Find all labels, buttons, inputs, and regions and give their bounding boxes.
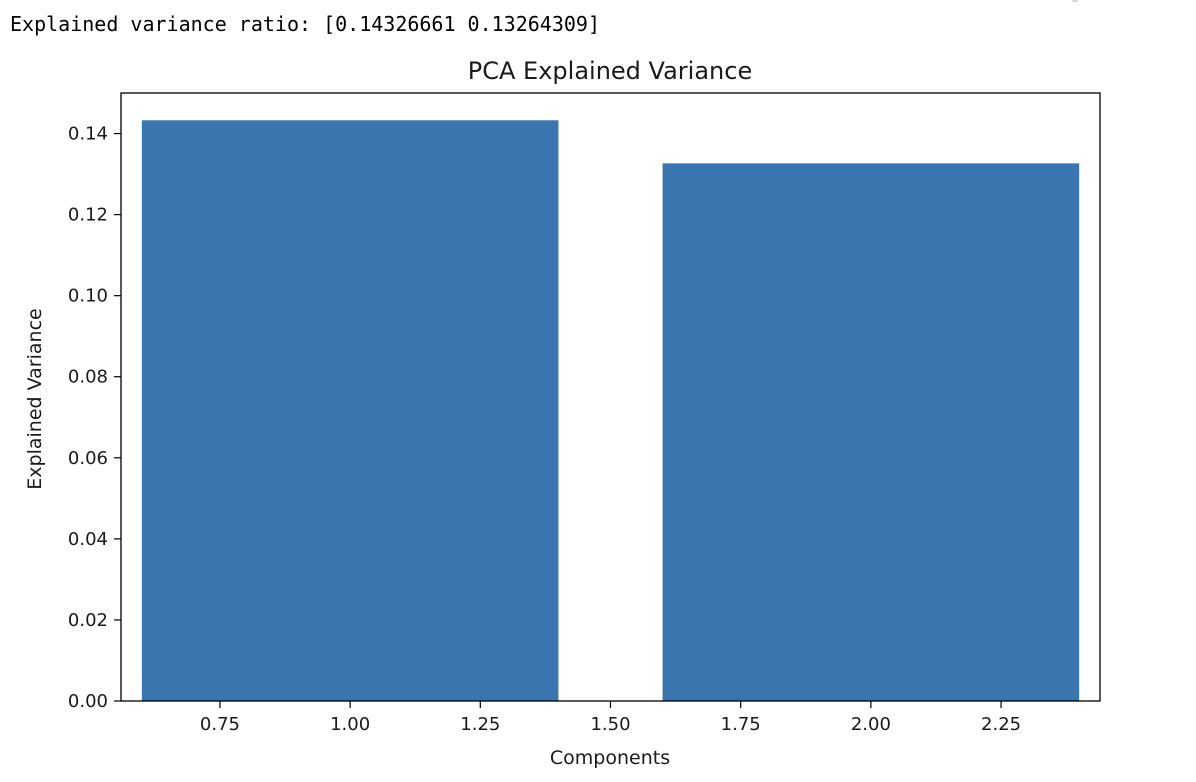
x-tick-label: 1.25 xyxy=(460,714,500,735)
y-tick-label: 0.02 xyxy=(68,610,108,631)
x-tick-label: 0.75 xyxy=(200,714,240,735)
scrollbar-hint xyxy=(1072,0,1078,2)
bars-layer xyxy=(141,120,1080,702)
y-tick-label: 0.10 xyxy=(68,286,108,307)
y-tick-label: 0.14 xyxy=(68,124,108,145)
chart-title: PCA Explained Variance xyxy=(468,57,752,85)
y-axis-ticks: 0.00 0.02 0.04 0.06 0.08 0.10 0.12 0.14 xyxy=(68,124,121,712)
y-axis-label: Explained Variance xyxy=(24,308,46,489)
x-axis-ticks: 0.75 1.00 1.25 1.50 1.75 2.00 2.25 xyxy=(200,701,1021,735)
x-tick-label: 1.00 xyxy=(330,714,370,735)
bar-component-2 xyxy=(662,163,1080,702)
x-tick-label: 2.00 xyxy=(851,714,891,735)
x-tick-label: 2.25 xyxy=(981,714,1021,735)
y-tick-label: 0.06 xyxy=(68,448,108,469)
y-tick-label: 0.08 xyxy=(68,367,108,388)
bar-component-1 xyxy=(141,120,559,702)
y-tick-label: 0.00 xyxy=(68,691,108,712)
cell-output-text: Explained variance ratio: [0.14326661 0.… xyxy=(10,12,601,36)
x-tick-label: 1.50 xyxy=(590,714,630,735)
y-tick-label: 0.12 xyxy=(68,205,108,226)
x-tick-label: 1.75 xyxy=(721,714,761,735)
x-axis-label: Components xyxy=(550,747,670,769)
y-tick-label: 0.04 xyxy=(68,529,108,550)
